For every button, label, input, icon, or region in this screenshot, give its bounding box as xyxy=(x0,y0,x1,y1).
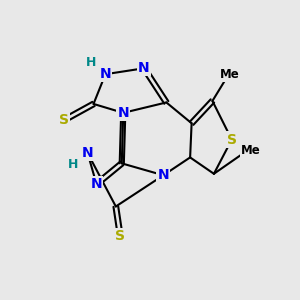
Text: Me: Me xyxy=(220,68,240,81)
Text: N: N xyxy=(117,106,129,120)
Text: S: S xyxy=(227,133,237,147)
Text: S: S xyxy=(59,113,69,127)
Text: N: N xyxy=(138,61,150,75)
Text: N: N xyxy=(82,146,93,160)
Text: N: N xyxy=(158,168,169,182)
Text: N: N xyxy=(91,177,102,191)
Text: N: N xyxy=(100,67,111,81)
Text: H: H xyxy=(86,56,96,69)
Text: Me: Me xyxy=(241,143,261,157)
Text: H: H xyxy=(68,158,78,171)
Text: S: S xyxy=(115,229,125,243)
